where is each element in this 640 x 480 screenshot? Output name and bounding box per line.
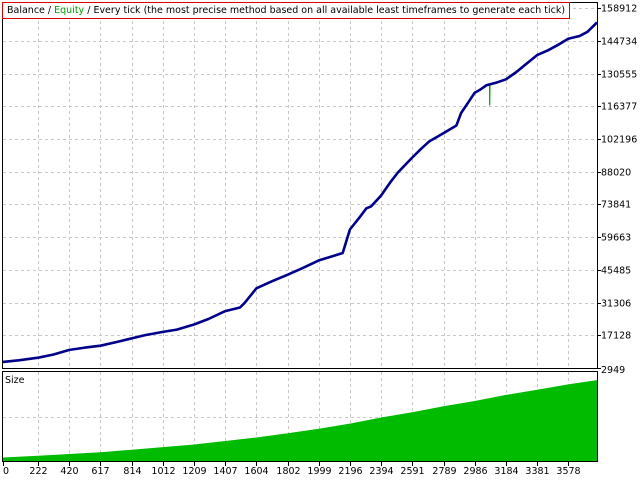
y-tick-label: 130555 (601, 70, 637, 81)
size-chart-frame (2, 371, 598, 462)
y-tick-label: 2949 (601, 365, 625, 376)
x-tick-label: 1802 (276, 466, 300, 477)
chart-legend: Balance / Equity / Every tick (the most … (2, 2, 571, 19)
y-tick-label: 102196 (601, 135, 637, 146)
legend-separator: / (84, 5, 94, 16)
x-tick-label: 3184 (494, 466, 518, 477)
x-tick-label: 1209 (182, 466, 206, 477)
x-tick-label: 814 (123, 466, 141, 477)
y-tick-label: 31306 (601, 299, 631, 310)
x-tick-label: 1604 (244, 466, 268, 477)
x-tick-label: 2986 (463, 466, 487, 477)
x-tick-label: 1012 (151, 466, 175, 477)
y-tick-label: 144734 (601, 37, 637, 48)
y-tick-label: 158912 (601, 4, 637, 15)
main-chart-grid (3, 3, 597, 368)
main-chart-frame (2, 2, 598, 369)
balance-line (2, 21, 598, 364)
legend-method: Every tick (the most precise method base… (93, 5, 566, 16)
x-tick-label: 3578 (556, 466, 580, 477)
y-tick-label: 116377 (601, 102, 637, 113)
legend-separator: / (44, 5, 55, 16)
x-tick-label: 222 (29, 466, 47, 477)
balance-equity-series (2, 21, 598, 364)
legend-balance: Balance (7, 5, 45, 16)
y-tick-label: 59663 (601, 233, 631, 244)
x-axis-tick-labels: 0 222 420 617 814 1012 1209 1407 1604 1802 1999 219… (3, 462, 581, 477)
x-tick-label: 420 (60, 466, 78, 477)
x-tick-label: 2196 (338, 466, 362, 477)
y-axis-tick-labels: 158912 144734 130555 116377 102196 88020 73841… (597, 4, 637, 376)
size-chart-title: Size (5, 375, 25, 386)
y-tick-label: 73841 (601, 200, 631, 211)
y-tick-label: 17128 (601, 331, 631, 342)
x-tick-label: 2394 (369, 466, 393, 477)
x-tick-label: 0 (3, 466, 9, 477)
size-area (3, 380, 597, 461)
size-area-series (3, 380, 597, 461)
x-tick-label: 2591 (400, 466, 424, 477)
y-tick-label: 45485 (601, 266, 631, 277)
x-tick-label: 2789 (432, 466, 456, 477)
y-tick-label: 88020 (601, 168, 631, 179)
x-tick-label: 1999 (307, 466, 331, 477)
x-tick-label: 3381 (525, 466, 549, 477)
x-tick-label: 617 (91, 466, 109, 477)
legend-equity: Equity (54, 5, 85, 16)
x-tick-label: 1407 (213, 466, 237, 477)
